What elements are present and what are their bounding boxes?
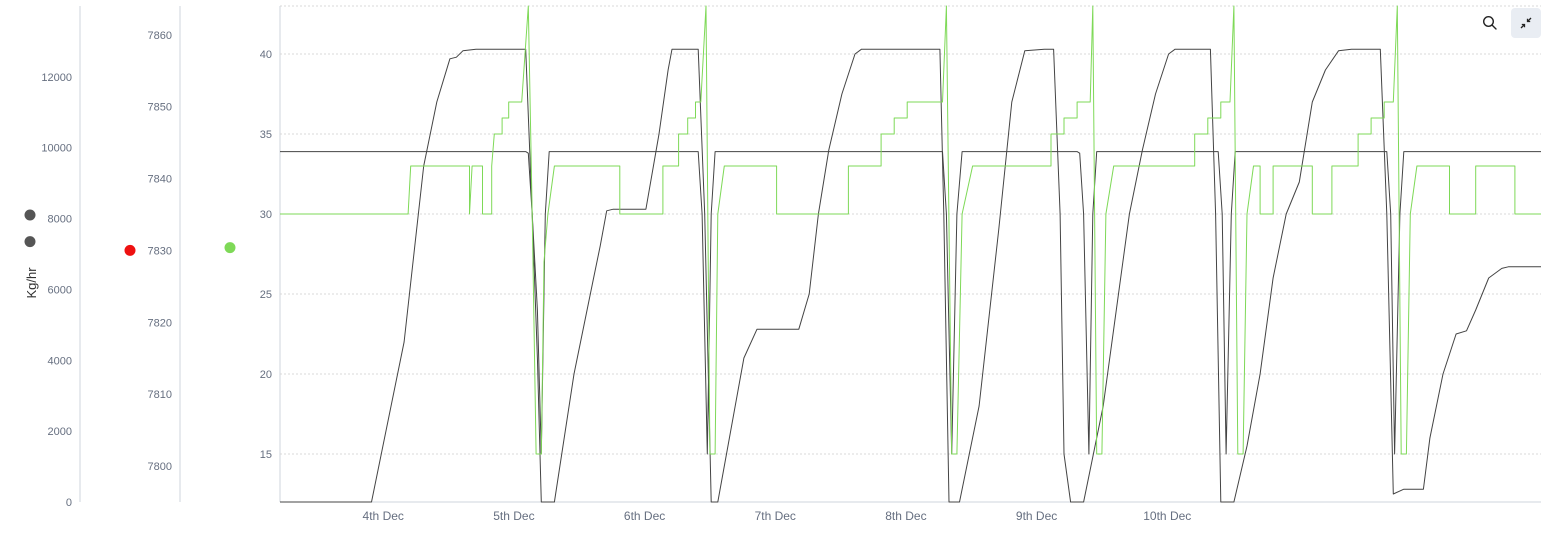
- y-tick-kg: 12000: [41, 72, 72, 84]
- axis-lines: [79, 6, 1541, 503]
- x-tick-label: 5th Dec: [493, 509, 534, 523]
- y-tick-main: 35: [260, 129, 272, 141]
- x-tick-label: 4th Dec: [363, 509, 404, 523]
- axis-markers: [24, 209, 236, 256]
- y-tick-kg: 4000: [48, 355, 72, 367]
- search-icon: [1482, 15, 1497, 30]
- y-tick-kg: 0: [66, 497, 72, 509]
- y-tick-main: 40: [260, 49, 272, 61]
- gridlines: [280, 5, 1541, 455]
- x-tick-label: 10th Dec: [1143, 509, 1191, 523]
- y-tick-mid: 7830: [148, 245, 172, 257]
- chart-toolbar: [1475, 8, 1541, 38]
- y-tick-mid: 7850: [148, 102, 172, 114]
- x-tick-label: 6th Dec: [624, 509, 665, 523]
- y-tick-main: 30: [260, 209, 272, 221]
- y-tick-kg: 8000: [48, 214, 72, 226]
- y-tick-mid: 7820: [148, 317, 172, 329]
- axis-ticks: 0 2000 4000 6000 8000 10000 12000 7800 7810 7820 7…: [41, 30, 1191, 523]
- axis-marker-main: [224, 242, 236, 254]
- y-tick-main: 20: [260, 369, 272, 381]
- series-line-0[interactable]: [280, 48, 1541, 503]
- x-tick-label: 8th Dec: [885, 509, 926, 523]
- y-tick-mid: 7810: [148, 389, 172, 401]
- x-tick-label: 7th Dec: [755, 509, 796, 523]
- collapse-button[interactable]: [1511, 8, 1541, 38]
- x-tick-label: 9th Dec: [1016, 509, 1057, 523]
- y-tick-kg: 10000: [41, 143, 72, 155]
- axis-marker-kg: [24, 209, 36, 221]
- y-tick-main: 25: [260, 289, 272, 301]
- axis-marker-mid: [124, 244, 136, 256]
- series-line-2[interactable]: [280, 5, 1541, 455]
- y-tick-kg: 6000: [48, 284, 72, 296]
- y-tick-main: 15: [260, 449, 272, 461]
- axis-marker-kg: [24, 236, 36, 248]
- y-tick-mid: 7860: [148, 30, 172, 42]
- y-tick-mid: 7800: [148, 461, 172, 473]
- collapse-arrows-icon: [1520, 17, 1532, 29]
- zoom-button[interactable]: [1475, 8, 1505, 38]
- series-lines[interactable]: [280, 5, 1541, 503]
- y-tick-kg: 2000: [48, 426, 72, 438]
- y-tick-mid: 7840: [148, 174, 172, 186]
- y-axis-title: Kg/hr: [24, 267, 39, 299]
